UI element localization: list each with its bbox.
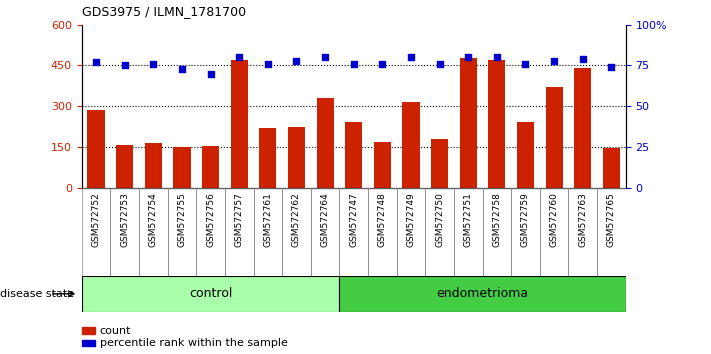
Bar xyxy=(225,188,254,276)
Point xyxy=(548,58,560,63)
Bar xyxy=(545,87,562,188)
Bar xyxy=(368,188,397,276)
Bar xyxy=(345,122,363,188)
Point xyxy=(463,55,474,60)
Bar xyxy=(82,276,339,312)
Bar xyxy=(139,188,168,276)
Text: GSM572759: GSM572759 xyxy=(521,192,530,247)
Point xyxy=(233,55,245,60)
Bar xyxy=(260,128,277,188)
Text: GDS3975 / ILMN_1781700: GDS3975 / ILMN_1781700 xyxy=(82,5,246,18)
Point xyxy=(119,63,130,68)
Bar xyxy=(603,148,620,188)
Bar xyxy=(145,143,162,188)
Point xyxy=(148,61,159,67)
Point xyxy=(520,61,531,67)
Point xyxy=(262,61,274,67)
Bar xyxy=(316,98,333,188)
Bar xyxy=(282,188,311,276)
Bar xyxy=(374,142,391,188)
Point xyxy=(319,55,331,60)
Text: GSM572747: GSM572747 xyxy=(349,192,358,247)
Text: disease state: disease state xyxy=(0,289,74,299)
Text: GSM572750: GSM572750 xyxy=(435,192,444,247)
Bar xyxy=(339,188,368,276)
Bar xyxy=(517,122,534,188)
Bar xyxy=(230,60,248,188)
Text: GSM572752: GSM572752 xyxy=(92,192,100,247)
Text: GSM572762: GSM572762 xyxy=(292,192,301,247)
Point xyxy=(606,64,617,70)
Point xyxy=(577,56,589,62)
Bar xyxy=(488,60,506,188)
Text: GSM572753: GSM572753 xyxy=(120,192,129,247)
Point xyxy=(377,61,388,67)
Bar xyxy=(597,188,626,276)
Point xyxy=(405,55,417,60)
Text: GSM572754: GSM572754 xyxy=(149,192,158,247)
Text: percentile rank within the sample: percentile rank within the sample xyxy=(100,338,287,348)
Text: control: control xyxy=(189,287,232,300)
Bar xyxy=(339,276,626,312)
Bar xyxy=(574,68,592,188)
Point xyxy=(348,61,359,67)
Bar xyxy=(254,188,282,276)
Text: GSM572748: GSM572748 xyxy=(378,192,387,247)
Bar xyxy=(568,188,597,276)
Bar xyxy=(454,188,483,276)
Bar xyxy=(459,58,477,188)
Text: GSM572751: GSM572751 xyxy=(464,192,473,247)
Point xyxy=(291,58,302,63)
Bar xyxy=(402,102,419,188)
Point xyxy=(176,66,188,72)
Bar xyxy=(288,126,305,188)
Bar xyxy=(397,188,425,276)
Text: GSM572765: GSM572765 xyxy=(607,192,616,247)
Bar xyxy=(196,188,225,276)
Bar xyxy=(511,188,540,276)
Bar xyxy=(82,188,110,276)
Point xyxy=(90,59,102,65)
Text: GSM572749: GSM572749 xyxy=(407,192,415,247)
Bar xyxy=(173,147,191,188)
Bar xyxy=(82,340,95,346)
Bar xyxy=(540,188,568,276)
Text: GSM572761: GSM572761 xyxy=(263,192,272,247)
Bar xyxy=(82,327,95,334)
Text: count: count xyxy=(100,326,131,336)
Text: GSM572757: GSM572757 xyxy=(235,192,244,247)
Text: GSM572756: GSM572756 xyxy=(206,192,215,247)
Text: GSM572763: GSM572763 xyxy=(578,192,587,247)
Text: endometrioma: endometrioma xyxy=(437,287,528,300)
Bar xyxy=(425,188,454,276)
Bar xyxy=(483,188,511,276)
Bar xyxy=(116,145,133,188)
Text: GSM572760: GSM572760 xyxy=(550,192,559,247)
Text: GSM572764: GSM572764 xyxy=(321,192,330,247)
Bar xyxy=(110,188,139,276)
Bar xyxy=(431,139,448,188)
Text: GSM572755: GSM572755 xyxy=(178,192,186,247)
Text: GSM572758: GSM572758 xyxy=(492,192,501,247)
Bar xyxy=(311,188,339,276)
Bar xyxy=(87,110,105,188)
Point xyxy=(205,71,216,76)
Point xyxy=(434,61,445,67)
Point xyxy=(491,55,503,60)
Bar xyxy=(202,146,219,188)
Bar xyxy=(168,188,196,276)
